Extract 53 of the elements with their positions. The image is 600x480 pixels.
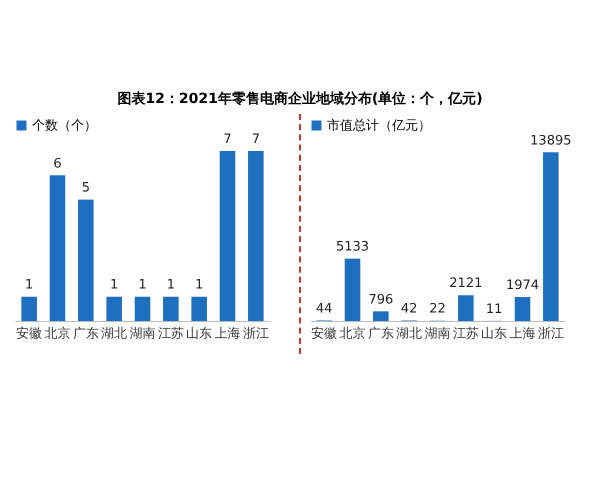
legend-label: 个数（个） [32, 118, 97, 134]
x-tick-label: 上海 [214, 326, 240, 342]
text: 图表12：2021年零售电商企业地域分布(单位：个，亿元) [116, 90, 484, 109]
x-tick-label: 安徽 [311, 326, 338, 342]
data-label: 1 [110, 278, 118, 293]
data-label: 5133 [336, 240, 370, 255]
data-label: 796 [368, 292, 394, 308]
bar [134, 296, 150, 321]
data-label: 1 [138, 278, 147, 293]
data-label: 5 [82, 180, 90, 196]
data-label: 2121 [449, 276, 482, 292]
data-label: 1974 [506, 278, 540, 294]
data-label: 1 [25, 278, 34, 293]
x-tick-label: 湖北 [101, 326, 128, 342]
data-label: 11 [486, 302, 502, 317]
data-label: 7 [252, 132, 260, 147]
bar [191, 296, 207, 321]
x-tick-label: 湖北 [396, 326, 422, 342]
bar [373, 311, 389, 321]
x-tick-label: 浙江 [538, 326, 564, 342]
x-tick-label: 江苏 [452, 326, 479, 342]
x-tick-label: 江苏 [158, 326, 184, 342]
bar [344, 258, 360, 321]
bar [458, 295, 474, 321]
bar [78, 200, 94, 321]
x-tick-label: 上海 [510, 326, 536, 342]
x-tick-label: 湖南 [130, 326, 156, 342]
data-label: 44 [316, 301, 332, 316]
bar [220, 151, 236, 321]
bar [163, 296, 179, 321]
x-tick-label: 广东 [72, 326, 99, 342]
data-label: 1 [195, 278, 204, 293]
data-label: 22 [429, 302, 446, 317]
data-label: 42 [400, 301, 418, 316]
x-tick-label: 山东 [186, 326, 212, 342]
x-tick-label: 北京 [340, 326, 366, 342]
x-tick-label: 湖南 [424, 326, 450, 342]
bar [248, 151, 264, 321]
bar [21, 296, 37, 321]
data-label: 13895 [530, 133, 572, 148]
x-tick-label: 北京 [44, 326, 70, 342]
data-label: 1 [166, 278, 175, 293]
bar [514, 297, 530, 321]
data-label: 7 [223, 132, 232, 147]
bar [106, 296, 122, 321]
bar [543, 152, 559, 321]
x-tick-label: 山东 [481, 326, 508, 342]
x-tick-label: 浙江 [242, 326, 269, 342]
x-tick-label: 安徽 [16, 326, 42, 342]
data-label: 6 [53, 156, 62, 172]
bar [50, 175, 66, 321]
legend-label: 市值总计（亿元） [327, 118, 431, 134]
x-tick-label: 广东 [368, 326, 394, 342]
